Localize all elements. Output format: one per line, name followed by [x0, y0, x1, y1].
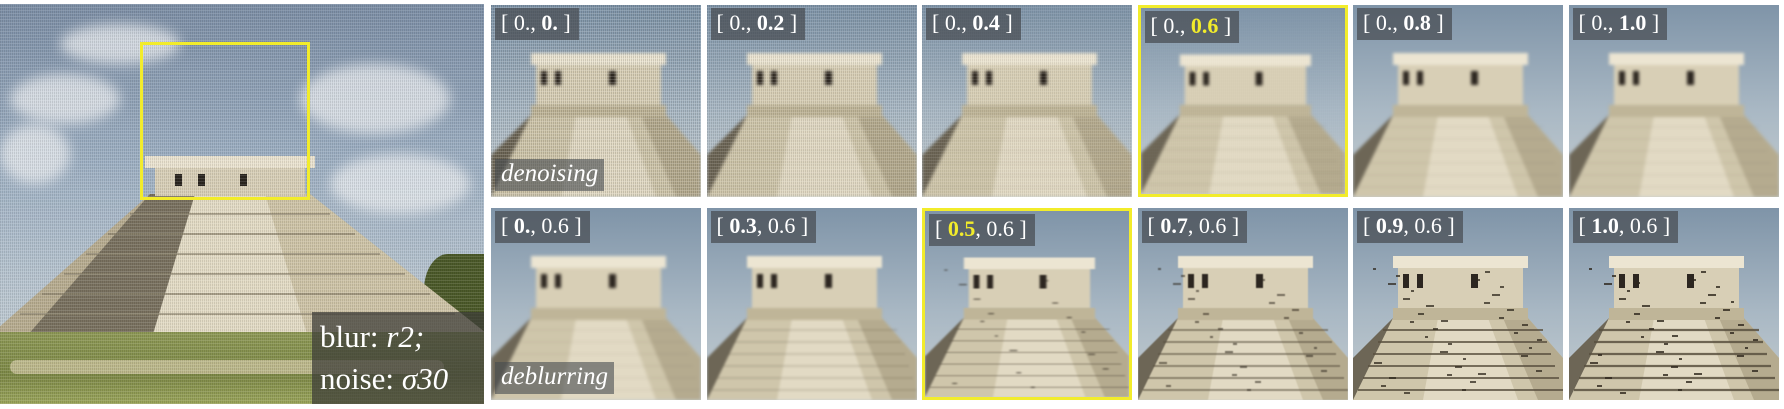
blur-label: blur:: [320, 319, 387, 354]
pyramid-crop: [1568, 53, 1779, 197]
deblurring-result-tile: [ 0.5, 0.6 ]: [922, 208, 1132, 400]
close-bracket: ]: [1441, 213, 1455, 238]
strength-parameter-label: [ 0., 0.2 ]: [710, 8, 806, 40]
cloud: [330, 154, 470, 214]
close-bracket: ]: [999, 10, 1013, 35]
denoising-result-tile: [ 0., 0. ] denoising: [491, 5, 701, 197]
noise-value: σ30: [401, 361, 449, 396]
denoise-strength-value: , 0.6: [1403, 213, 1442, 238]
deblur-strength-value: 0.: [513, 213, 531, 238]
close-bracket: ]: [1657, 213, 1671, 238]
pyramid-illustration: [0, 156, 484, 344]
denoising-result-tile: [ 0., 0.6 ]: [1137, 5, 1348, 197]
denoising-result-tile: [ 0., 1.0 ]: [1568, 5, 1779, 197]
open-bracket: [: [935, 216, 948, 241]
denoise-strength-value: 0.2: [751, 10, 785, 35]
strength-parameter-label: [ 0., 0. ]: [495, 8, 579, 40]
deblurring-caption: deblurring: [495, 362, 614, 394]
denoise-strength-value: , 0.6: [975, 216, 1014, 241]
denoising-result-tile: [ 0., 0.4 ]: [922, 5, 1132, 197]
close-bracket: ]: [795, 213, 809, 238]
close-bracket: ]: [1013, 216, 1027, 241]
cloud: [10, 74, 120, 124]
denoise-strength-value: 0.6: [1185, 13, 1219, 38]
pyramid-crop: [922, 53, 1132, 197]
deblur-strength-value: 1.0: [1591, 213, 1619, 238]
close-bracket: ]: [568, 213, 582, 238]
deblur-strength-value: 0.,: [729, 10, 752, 35]
cloud: [0, 124, 70, 184]
pyramid-crop: [1568, 256, 1779, 400]
open-bracket: [: [1363, 213, 1376, 238]
strength-parameter-label: [ 0.9, 0.6 ]: [1357, 211, 1463, 243]
pyramid-crop: [1140, 54, 1345, 194]
close-bracket: ]: [1646, 10, 1660, 35]
deblur-strength-value: 0.5: [947, 216, 976, 241]
open-bracket: [: [1578, 213, 1592, 238]
strength-parameter-label: [ 0., 1.0 ]: [1572, 8, 1668, 40]
deblurring-result-tile: [ 0.9, 0.6 ]: [1353, 208, 1563, 400]
denoise-strength-value: , 0.6: [756, 213, 796, 238]
denoise-strength-value: 0.4: [966, 10, 1000, 35]
noise-label: noise:: [320, 361, 402, 396]
deblur-strength-value: 0.,: [1163, 13, 1186, 38]
strength-parameter-label: [ 0., 0.6 ]: [1144, 11, 1240, 43]
pyramid-crop: [1353, 256, 1563, 400]
strength-parameter-label: [ 0.7, 0.6 ]: [1141, 211, 1248, 243]
deblurring-result-tile: [ 1.0, 0.6 ]: [1568, 208, 1779, 400]
strength-parameter-label: [ 0., 0.4 ]: [926, 8, 1021, 40]
strength-parameter-label: [ 0.3, 0.6 ]: [710, 211, 817, 243]
close-bracket: ]: [1226, 213, 1240, 238]
deblur-strength-value: 0.9: [1375, 213, 1404, 238]
open-bracket: [: [501, 213, 514, 238]
noise-line: noise: σ30: [320, 358, 484, 400]
degradation-label: blur: r2; noise: σ30: [312, 312, 484, 404]
strength-parameter-label: [ 0.5, 0.6 ]: [929, 214, 1035, 246]
pyramid-crop: [706, 256, 917, 400]
denoise-strength-value: 1.0: [1613, 10, 1647, 35]
close-bracket: ]: [557, 10, 571, 35]
deblur-strength-value: 0.,: [1591, 10, 1614, 35]
noisy-input-image: blur: r2; noise: σ30: [0, 4, 484, 404]
close-bracket: ]: [1430, 10, 1444, 35]
pyramid-crop: [1353, 53, 1563, 197]
strength-parameter-label: [ 0., 0.8 ]: [1357, 8, 1452, 40]
denoise-strength-value: , 0.6: [1187, 213, 1227, 238]
denoise-strength-value: , 0.6: [1618, 213, 1658, 238]
deblur-strength-value: 0.,: [1375, 10, 1398, 35]
close-bracket: ]: [784, 10, 798, 35]
open-bracket: [: [716, 10, 730, 35]
open-bracket: [: [716, 213, 730, 238]
denoising-result-tile: [ 0., 0.8 ]: [1353, 5, 1563, 197]
open-bracket: [: [1150, 13, 1164, 38]
cloud: [300, 64, 450, 134]
denoising-caption: denoising: [495, 159, 605, 191]
open-bracket: [: [1363, 10, 1376, 35]
pyramid-crop: [706, 53, 917, 197]
denoising-result-tile: [ 0., 0.2 ]: [706, 5, 917, 197]
open-bracket: [: [932, 10, 945, 35]
deblur-strength-value: 0.,: [944, 10, 967, 35]
pyramid-crop: [1137, 256, 1348, 400]
close-bracket: ]: [1218, 13, 1232, 38]
open-bracket: [: [1147, 213, 1161, 238]
blur-value: r2;: [386, 319, 425, 354]
denoise-strength-value: , 0.6: [530, 213, 569, 238]
deblurring-result-tile: [ 0.3, 0.6 ]: [706, 208, 917, 400]
denoise-strength-value: 0.8: [1397, 10, 1431, 35]
open-bracket: [: [1578, 10, 1592, 35]
strength-parameter-label: [ 1.0, 0.6 ]: [1572, 211, 1679, 243]
deblurring-result-tile: [ 0., 0.6 ] deblurring: [491, 208, 701, 400]
deblurring-result-tile: [ 0.7, 0.6 ]: [1137, 208, 1348, 400]
pyramid-crop: [925, 257, 1129, 397]
open-bracket: [: [501, 10, 514, 35]
strength-parameter-label: [ 0., 0.6 ]: [495, 211, 590, 243]
deblur-strength-value: 0.7: [1160, 213, 1188, 238]
deblur-strength-value: 0.,: [513, 10, 536, 35]
region-of-interest-box: [140, 42, 310, 200]
denoise-strength-value: 0.: [535, 10, 558, 35]
blur-line: blur: r2;: [320, 316, 484, 358]
deblur-strength-value: 0.3: [729, 213, 757, 238]
